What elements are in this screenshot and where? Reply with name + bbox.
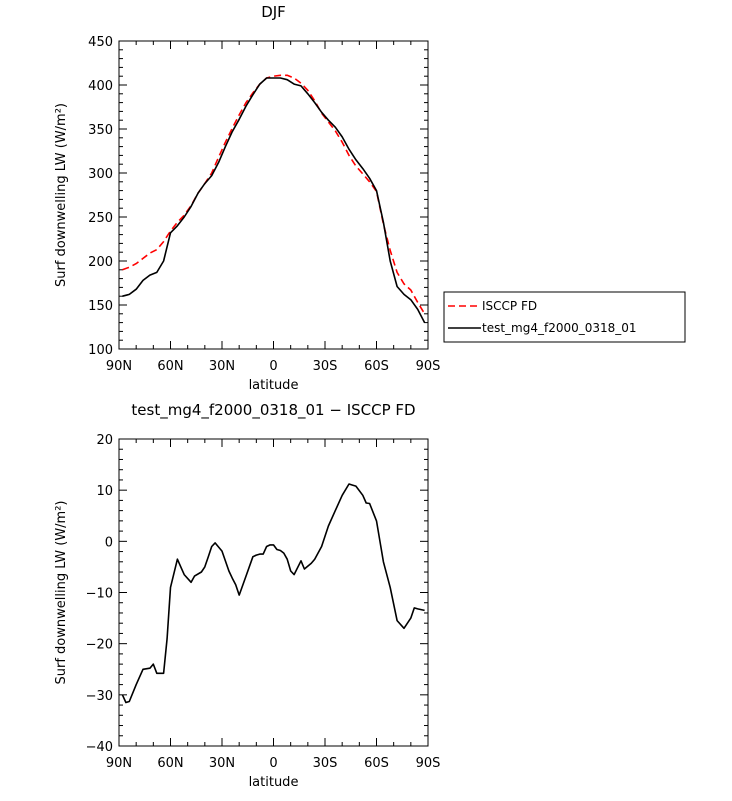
series-line-1 [122,74,426,315]
y-tick-label: 100 [88,343,113,358]
plot-title: DJF [261,3,286,21]
plot-frame [118,438,429,747]
x-tick-label: 90N [106,756,132,771]
y-tick-label: −20 [86,638,113,653]
y-tick-label: 450 [88,35,113,50]
y-tick-label: 150 [88,299,113,314]
plot-frame [118,40,429,350]
legend: ISCCP FD test_mg4_f2000_0318_01 [443,291,686,343]
y-tick-label: −40 [86,740,113,755]
x-tick-label: 60S [364,359,389,374]
y-axis-label: Surf downwelling LW (W/m²) [54,103,69,287]
legend-label-1: ISCCP FD [482,299,537,313]
y-tick-label: 300 [88,167,113,182]
x-tick-label: 90N [106,359,132,374]
series-line-1 [121,483,425,704]
x-tick-label: 60N [157,359,183,374]
x-tick-label: 30N [209,756,235,771]
y-tick-label: 350 [88,123,113,138]
y-tick-label: 400 [88,79,113,94]
legend-label-2: test_mg4_f2000_0318_01 [482,321,637,335]
x-tick-label: 60N [157,756,183,771]
x-tick-label: 0 [269,359,277,374]
x-tick-label: 30N [209,359,235,374]
series-line-2 [122,77,426,323]
x-tick-label: 60S [364,756,389,771]
x-axis-label: latitude [249,775,299,790]
y-tick-label: 250 [88,211,113,226]
plot-title: test_mg4_f2000_0318_01 − ISCCP FD [131,401,415,420]
y-axis-label: Surf downwelling LW (W/m²) [54,501,69,685]
y-tick-label: 10 [96,484,113,499]
x-tick-label: 0 [269,756,277,771]
x-axis-label: latitude [249,378,299,393]
y-tick-label: −10 [86,587,113,602]
x-tick-label: 30S [313,359,338,374]
y-tick-label: 0 [105,535,113,550]
x-tick-label: 30S [313,756,338,771]
top-panel-djf: 90N 60N 30N 0 30S 60S 90S 100 150 200 250 300 350 400… [54,3,440,393]
y-tick-label: 200 [88,255,113,270]
x-tick-label: 90S [416,756,441,771]
y-tick-label: 20 [96,433,113,448]
legend-box [443,291,686,343]
x-tick-label: 90S [416,359,441,374]
y-tick-label: −30 [86,689,113,704]
bottom-panel-difference: 90N 60N 30N 0 30S 60S 90S −40 −30 −20 −10 0 10 20 test… [54,401,440,790]
